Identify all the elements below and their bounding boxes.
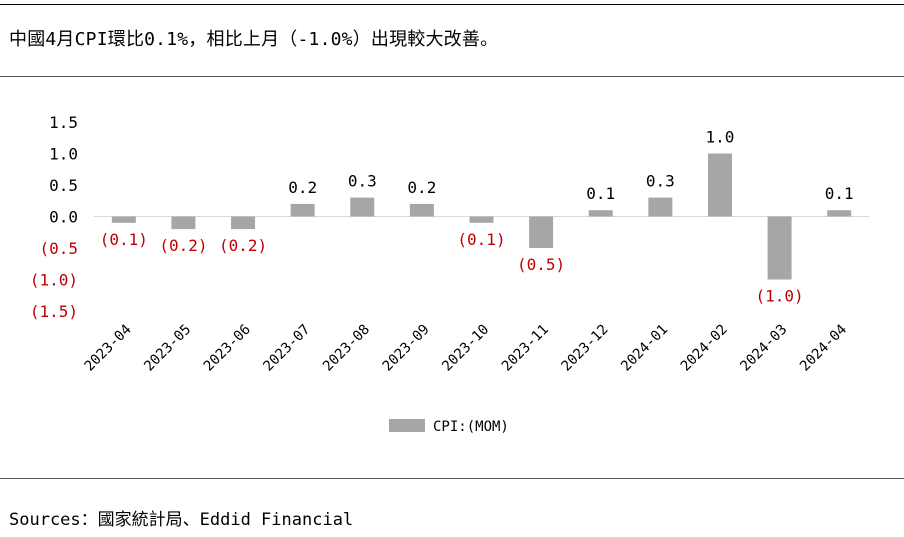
- data-label: (1.0): [755, 287, 803, 306]
- x-tick-label: 2024-03: [737, 322, 790, 375]
- x-tick-label: 2023-05: [141, 322, 194, 375]
- data-label: (0.2): [219, 236, 267, 255]
- bar: [231, 216, 256, 230]
- x-tick-label: 2023-11: [499, 322, 552, 375]
- top-rule: [0, 4, 904, 5]
- x-tick-label: 2023-04: [82, 322, 135, 375]
- bar: [290, 203, 315, 217]
- y-tick-label: 1.0: [49, 145, 78, 164]
- bar: [707, 153, 732, 217]
- x-tick-label: 2023-08: [320, 322, 373, 375]
- data-label: (0.2): [159, 236, 207, 255]
- y-tick-label: 0.0: [49, 208, 78, 227]
- bar: [767, 216, 792, 280]
- data-label: 0.3: [646, 172, 675, 191]
- y-tick-label: (1.0): [30, 271, 78, 290]
- y-tick-label: 0.5: [49, 176, 78, 195]
- data-label: 0.1: [586, 184, 615, 203]
- bar: [588, 210, 613, 217]
- title-divider: [0, 76, 904, 77]
- legend-label: CPI:(MOM): [433, 419, 509, 435]
- y-tick-label: (0.5: [39, 239, 78, 258]
- source-divider: [0, 478, 904, 479]
- bar: [648, 197, 673, 217]
- data-label: 1.0: [706, 128, 735, 147]
- x-tick-label: 2023-06: [201, 322, 254, 375]
- data-label: (0.1): [457, 230, 505, 249]
- bar: [529, 216, 554, 248]
- y-tick-label: (1.5): [30, 302, 78, 321]
- data-label: (0.5): [517, 255, 565, 274]
- bar: [171, 216, 196, 230]
- x-tick-label: 2024-01: [618, 322, 671, 375]
- data-label: 0.2: [288, 178, 317, 197]
- x-tick-label: 2023-07: [260, 322, 313, 375]
- chart-title: 中國4月CPI環比0.1%，相比上月（-1.0%）出現較大改善。: [9, 29, 499, 50]
- x-tick-label: 2023-10: [439, 322, 492, 375]
- y-tick-label: 1.5: [49, 113, 78, 132]
- data-label: (0.1): [100, 230, 148, 249]
- x-tick-label: 2024-02: [678, 322, 731, 375]
- legend-swatch: [389, 419, 425, 432]
- x-tick-label: 2023-12: [559, 322, 612, 375]
- x-tick-label: 2023-09: [380, 322, 433, 375]
- bar: [409, 203, 434, 217]
- data-label: 0.3: [348, 172, 377, 191]
- bar: [350, 197, 375, 217]
- data-label: 0.1: [825, 184, 854, 203]
- bar: [111, 216, 136, 223]
- bar: [469, 216, 494, 223]
- x-tick-label: 2024-04: [797, 322, 850, 375]
- data-label: 0.2: [407, 178, 436, 197]
- bar: [827, 210, 852, 217]
- source-note: Sources：國家統計局、Eddid Financial: [9, 510, 354, 530]
